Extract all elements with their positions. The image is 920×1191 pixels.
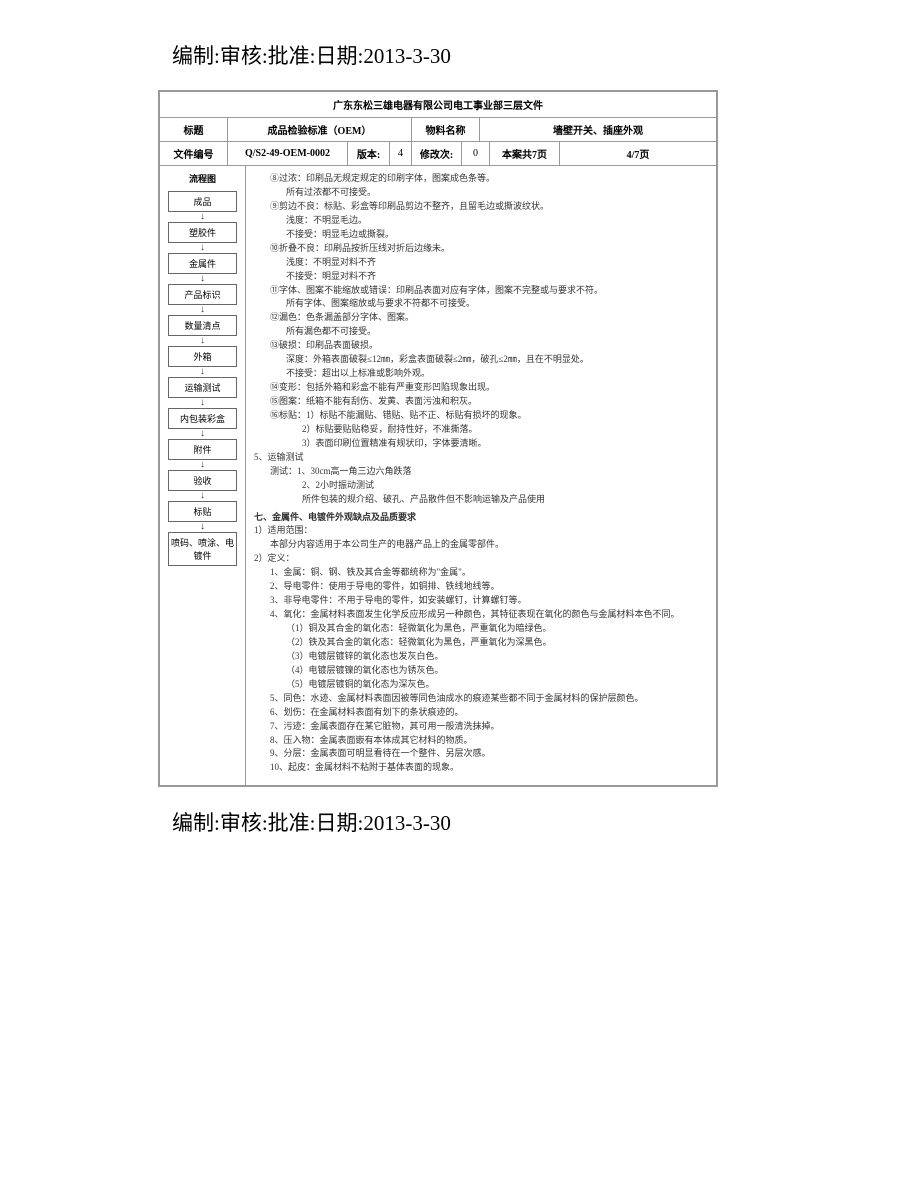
content-line: 本部分内容适用于本公司生产的电器产品上的金属零部件。 xyxy=(254,538,708,552)
content-line: 浅度：不明显毛边。 xyxy=(254,214,708,228)
content-line: 2、导电零件：使用于导电的零件，如铜排、铁线地线等。 xyxy=(254,580,708,594)
arrow-down-icon: ↓ xyxy=(164,460,241,470)
content-column: ⑧过浓：印刷品无规定规定的印刷字体，图案成色条等。所有过浓都不可接受。⑨剪边不良… xyxy=(246,166,716,785)
content-line: 2）标贴要贴贴稳妥，耐持性好，不准撕落。 xyxy=(254,423,708,437)
page: 编制:审核:批准:日期:2013-3-30 广东东松三雄电器有限公司电工事业部三… xyxy=(0,0,920,897)
content-line: 1）适用范围： xyxy=(254,524,708,538)
header-row-3: 文件编号 Q/S2-49-OEM-0002 版本: 4 修改次: 0 本案共7页… xyxy=(160,142,716,166)
value-title: 成品检验标准（OEM） xyxy=(228,118,412,141)
content-line: 3、非导电零件：不用于导电的零件，如安装螺钉，计算螺钉等。 xyxy=(254,594,708,608)
arrow-down-icon: ↓ xyxy=(164,274,241,284)
document-frame: 广东东松三雄电器有限公司电工事业部三层文件 标题 成品检验标准（OEM） 物料名… xyxy=(158,90,718,787)
content-line: 6、划伤：在金属材料表面有划下的条状痕迹的。 xyxy=(254,706,708,720)
org-title: 广东东松三雄电器有限公司电工事业部三层文件 xyxy=(160,92,716,118)
content-line: （2）铁及其合金的氧化态：轻微氧化为黑色，严重氧化为深黑色。 xyxy=(254,636,708,650)
arrow-down-icon: ↓ xyxy=(164,336,241,346)
content-line: 七、金属件、电镀件外观缺点及品质要求 xyxy=(254,511,708,525)
arrow-down-icon: ↓ xyxy=(164,429,241,439)
content-line: ⑬破损：印刷品表面破损。 xyxy=(254,339,708,353)
content-line: ⑯标贴：1）标贴不能漏贴、错贴、贴不正、标贴有损坏的现象。 xyxy=(254,409,708,423)
flow-step: 标贴 xyxy=(168,501,237,522)
label-title: 标题 xyxy=(160,118,228,141)
content-line: 3）表面印刷位置精准有规状印，字体要清晰。 xyxy=(254,437,708,451)
content-line: 4、氧化：金属材料表面发生化学反应形成另一种颜色，其特征表现在氧化的颜色与金属材… xyxy=(254,608,708,622)
content-line: （1）铜及其合金的氧化态：轻微氧化为黑色，严重氧化为暗绿色。 xyxy=(254,622,708,636)
flow-step: 附件 xyxy=(168,439,237,460)
arrow-down-icon: ↓ xyxy=(164,522,241,532)
value-page: 4/7页 xyxy=(560,142,716,165)
flow-step: 成品 xyxy=(168,191,237,212)
content-line: ⑮图案：纸箱不能有刮伤、发黄、表面污浊和积灰。 xyxy=(254,395,708,409)
content-line: 测试：1、30cm高一角三边六角跌落 xyxy=(254,465,708,479)
content-line: 2）定义： xyxy=(254,552,708,566)
arrow-down-icon: ↓ xyxy=(164,243,241,253)
content-line: 不接受：明显毛边或撕裂。 xyxy=(254,228,708,242)
document-body: 流程图 成品 ↓ 塑胶件 ↓ 金属件 ↓ 产品标识 ↓ 数量清点 ↓ 外箱 ↓ … xyxy=(160,166,716,785)
header-row-2: 标题 成品检验标准（OEM） 物料名称 墙壁开关、插座外观 xyxy=(160,118,716,142)
content-line: 所件包装的规介绍、破孔、产品散件但不影响运输及产品使用 xyxy=(254,493,708,507)
flow-step: 喷码、喷涂、电镀件 xyxy=(168,532,237,566)
arrow-down-icon: ↓ xyxy=(164,398,241,408)
content-line: ⑫漏色：色条漏盖部分字体、图案。 xyxy=(254,311,708,325)
label-rev: 修改次: xyxy=(412,142,462,165)
content-line: 8、压入物：金属表面嵌有本体成其它材料的物质。 xyxy=(254,734,708,748)
content-line: 1、金属：铜、钢、铁及其合金等都统称为"金属"。 xyxy=(254,566,708,580)
content-line: ⑨剪边不良：标贴、彩盒等印刷品剪边不整齐，且留毛边或撕波纹状。 xyxy=(254,200,708,214)
label-docno: 文件编号 xyxy=(160,142,228,165)
flow-step: 产品标识 xyxy=(168,284,237,305)
flow-step: 数量清点 xyxy=(168,315,237,336)
content-line: 5、运输测试 xyxy=(254,451,708,465)
flow-step: 塑胶件 xyxy=(168,222,237,243)
content-line: ⑪字体、图案不能缩放或错误：印刷品表面对应有字体，图案不完整或与要求不符。 xyxy=(254,284,708,298)
flowchart-column: 流程图 成品 ↓ 塑胶件 ↓ 金属件 ↓ 产品标识 ↓ 数量清点 ↓ 外箱 ↓ … xyxy=(160,166,246,785)
content-line: ⑭变形：包括外箱和彩盒不能有严重变形凹陷现象出现。 xyxy=(254,381,708,395)
arrow-down-icon: ↓ xyxy=(164,305,241,315)
content-line: 10、起皮：金属材料不粘附于基体表面的现象。 xyxy=(254,761,708,775)
label-material: 物料名称 xyxy=(412,118,480,141)
flow-step: 内包装彩盒 xyxy=(168,408,237,429)
content-line: 9、分层：金属表面可明显看待在一个整件、另层次感。 xyxy=(254,747,708,761)
flow-step: 运输测试 xyxy=(168,377,237,398)
content-line: 不接受：明显对料不齐 xyxy=(254,270,708,284)
content-line: 7、污迹：金属表面存在某它脏物，其可用一般清洗抹掉。 xyxy=(254,720,708,734)
flow-title: 流程图 xyxy=(164,172,241,185)
label-pages: 本案共7页 xyxy=(490,142,560,165)
arrow-down-icon: ↓ xyxy=(164,367,241,377)
approval-line-bottom: 编制:审核:批准:日期:2013-3-30 xyxy=(172,807,920,837)
approval-line-top: 编制:审核:批准:日期:2013-3-30 xyxy=(172,40,920,70)
flow-step: 验收 xyxy=(168,470,237,491)
content-line: 2、2小时振动测试 xyxy=(254,479,708,493)
content-line: 5、同色：水迹、金属材料表面因被等同色油成水的痕迹某些都不同于金属材料的保护层颜… xyxy=(254,692,708,706)
content-line: 所有漏色都不可接受。 xyxy=(254,325,708,339)
flow-step: 金属件 xyxy=(168,253,237,274)
content-line: （4）电镀层镀镍的氧化态也为锈灰色。 xyxy=(254,664,708,678)
content-line: 所有过浓都不可接受。 xyxy=(254,186,708,200)
content-line: （3）电镀层镀锌的氧化态也发灰白色。 xyxy=(254,650,708,664)
value-version: 4 xyxy=(390,142,412,165)
arrow-down-icon: ↓ xyxy=(164,212,241,222)
value-docno: Q/S2-49-OEM-0002 xyxy=(228,142,348,165)
value-material: 墙壁开关、插座外观 xyxy=(480,118,716,141)
value-rev: 0 xyxy=(462,142,490,165)
content-line: 浅度：不明显对料不齐 xyxy=(254,256,708,270)
content-line: ⑧过浓：印刷品无规定规定的印刷字体，图案成色条等。 xyxy=(254,172,708,186)
arrow-down-icon: ↓ xyxy=(164,491,241,501)
content-line: ⑩折叠不良：印刷品按折压线对折后边缘未。 xyxy=(254,242,708,256)
flow-step: 外箱 xyxy=(168,346,237,367)
content-line: （5）电镀层镀铜的氧化态为深灰色。 xyxy=(254,678,708,692)
label-version: 版本: xyxy=(348,142,390,165)
content-line: 深度：外箱表面破裂≤12㎜，彩盒表面破裂≤2㎜，破孔≤2㎜，且在不明显处。 xyxy=(254,353,708,367)
content-line: 不接受：超出以上标准或影响外观。 xyxy=(254,367,708,381)
content-line: 所有字体、图案缩放或与要求不符都不可接受。 xyxy=(254,297,708,311)
